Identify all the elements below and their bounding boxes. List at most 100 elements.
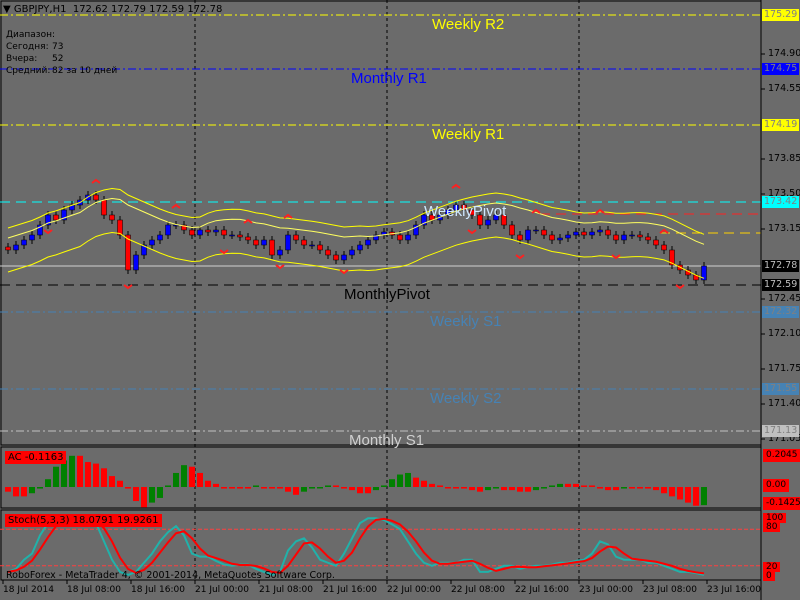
candle-body — [309, 244, 315, 247]
candle-body — [549, 234, 555, 241]
pivot-label: Weekly R1 — [432, 126, 505, 143]
candle-body — [661, 244, 667, 251]
price-tick-label: 171.75 — [768, 363, 800, 374]
ac-bar — [453, 487, 459, 489]
candle-body — [245, 236, 251, 241]
time-label: 21 Jul 16:00 — [323, 585, 377, 595]
ac-bar — [333, 485, 339, 487]
ac-bar — [141, 487, 147, 508]
candle-body — [61, 209, 67, 221]
candle-body — [357, 244, 363, 251]
time-label: 23 Jul 16:00 — [707, 585, 761, 595]
candle-body — [205, 229, 211, 233]
candle-body — [629, 234, 635, 237]
candle-body — [477, 214, 483, 226]
envelope-band — [7, 187, 705, 235]
ac-bar — [37, 487, 43, 489]
candle-body — [565, 234, 571, 239]
candle-body — [93, 194, 99, 201]
fractal-arrow-icon — [515, 254, 525, 260]
range-avg: 82 за 10 дней — [52, 66, 118, 76]
price-tag: 172.78 — [762, 260, 800, 272]
time-label: 22 Jul 08:00 — [451, 585, 505, 595]
ac-bar — [341, 487, 347, 489]
ac-bar — [149, 487, 155, 503]
fractal-arrow-icon — [595, 208, 605, 214]
candle-body — [573, 231, 579, 236]
price-tag: 172.32 — [762, 306, 800, 318]
candle-body — [405, 234, 411, 241]
time-label: 18 Jul 08:00 — [67, 585, 121, 595]
dropdown-triangle-icon[interactable]: ▼ — [3, 4, 11, 15]
candle-body — [365, 239, 371, 246]
price-tick-label: 174.90 — [768, 48, 800, 59]
pivot-label: MonthlyPivot — [344, 286, 430, 303]
candle-body — [213, 229, 219, 233]
price-tag: 173.42 — [762, 196, 800, 208]
ac-bar — [101, 468, 107, 487]
ac-bar — [13, 487, 19, 497]
candle-body — [5, 246, 11, 251]
candle-body — [269, 239, 275, 256]
ac-bar — [669, 487, 675, 497]
range-today-label: Сегодня: — [6, 42, 49, 52]
range-yesterday-label: Вчера: — [6, 54, 38, 64]
candle-body — [197, 229, 203, 236]
ac-bar — [557, 483, 563, 487]
ac-bar — [269, 487, 275, 489]
candle-body — [509, 224, 515, 236]
candle-body — [149, 239, 155, 246]
range-today: 73 — [52, 42, 64, 52]
candle-body — [333, 254, 339, 261]
time-label: 21 Jul 08:00 — [259, 585, 313, 595]
stoch-main-line — [7, 517, 705, 577]
fractal-arrow-icon — [659, 228, 669, 234]
ac-bar — [501, 487, 507, 491]
price-tag: 175.29 — [762, 9, 800, 21]
candle-body — [493, 214, 499, 221]
candle-body — [293, 234, 299, 241]
candle-body — [645, 236, 651, 241]
ac-bar — [61, 460, 67, 487]
ac-bar — [421, 480, 427, 487]
ac-bar — [157, 487, 163, 498]
ac-bar — [133, 487, 139, 502]
price-tag: 171.13 — [762, 425, 800, 437]
candle-body — [53, 214, 59, 221]
candle-body — [301, 239, 307, 246]
time-label: 23 Jul 08:00 — [643, 585, 697, 595]
ac-bar — [677, 487, 683, 500]
candle-body — [453, 204, 459, 211]
ac-bar — [93, 463, 99, 487]
ac-bar — [621, 487, 627, 489]
ac-bar — [117, 480, 123, 487]
price-tag: 174.75 — [762, 63, 800, 75]
ac-bar — [661, 487, 667, 494]
chart-title: ▼ GBPJPY,H1 172.62 172.79 172.59 172.78 — [3, 4, 222, 15]
ac-max-label: 0.2045 — [763, 449, 800, 462]
stoch-level-20: 20 — [763, 562, 781, 572]
price-tick-label: 173.50 — [768, 188, 800, 199]
ac-bar — [581, 485, 587, 487]
candle-body — [229, 234, 235, 237]
range-title: Диапазон: — [6, 30, 56, 40]
ac-label: AC -0.1163 — [5, 451, 67, 464]
ac-bar — [437, 485, 443, 487]
ac-bar — [693, 487, 699, 506]
candle-body — [501, 214, 507, 226]
ac-bar — [637, 487, 643, 489]
range-yesterday: 52 — [52, 54, 64, 64]
envelope-band — [7, 231, 705, 279]
candle-body — [141, 244, 147, 256]
fractal-arrow-icon — [171, 203, 181, 209]
fractal-arrow-icon — [43, 229, 53, 235]
ac-bar — [445, 487, 451, 489]
ac-bar — [381, 485, 387, 487]
candle-body — [21, 239, 27, 246]
candle-body — [605, 229, 611, 236]
ac-bar — [469, 487, 475, 491]
ac-bar — [365, 487, 371, 494]
candle-body — [445, 209, 451, 216]
time-label: 22 Jul 16:00 — [515, 585, 569, 595]
